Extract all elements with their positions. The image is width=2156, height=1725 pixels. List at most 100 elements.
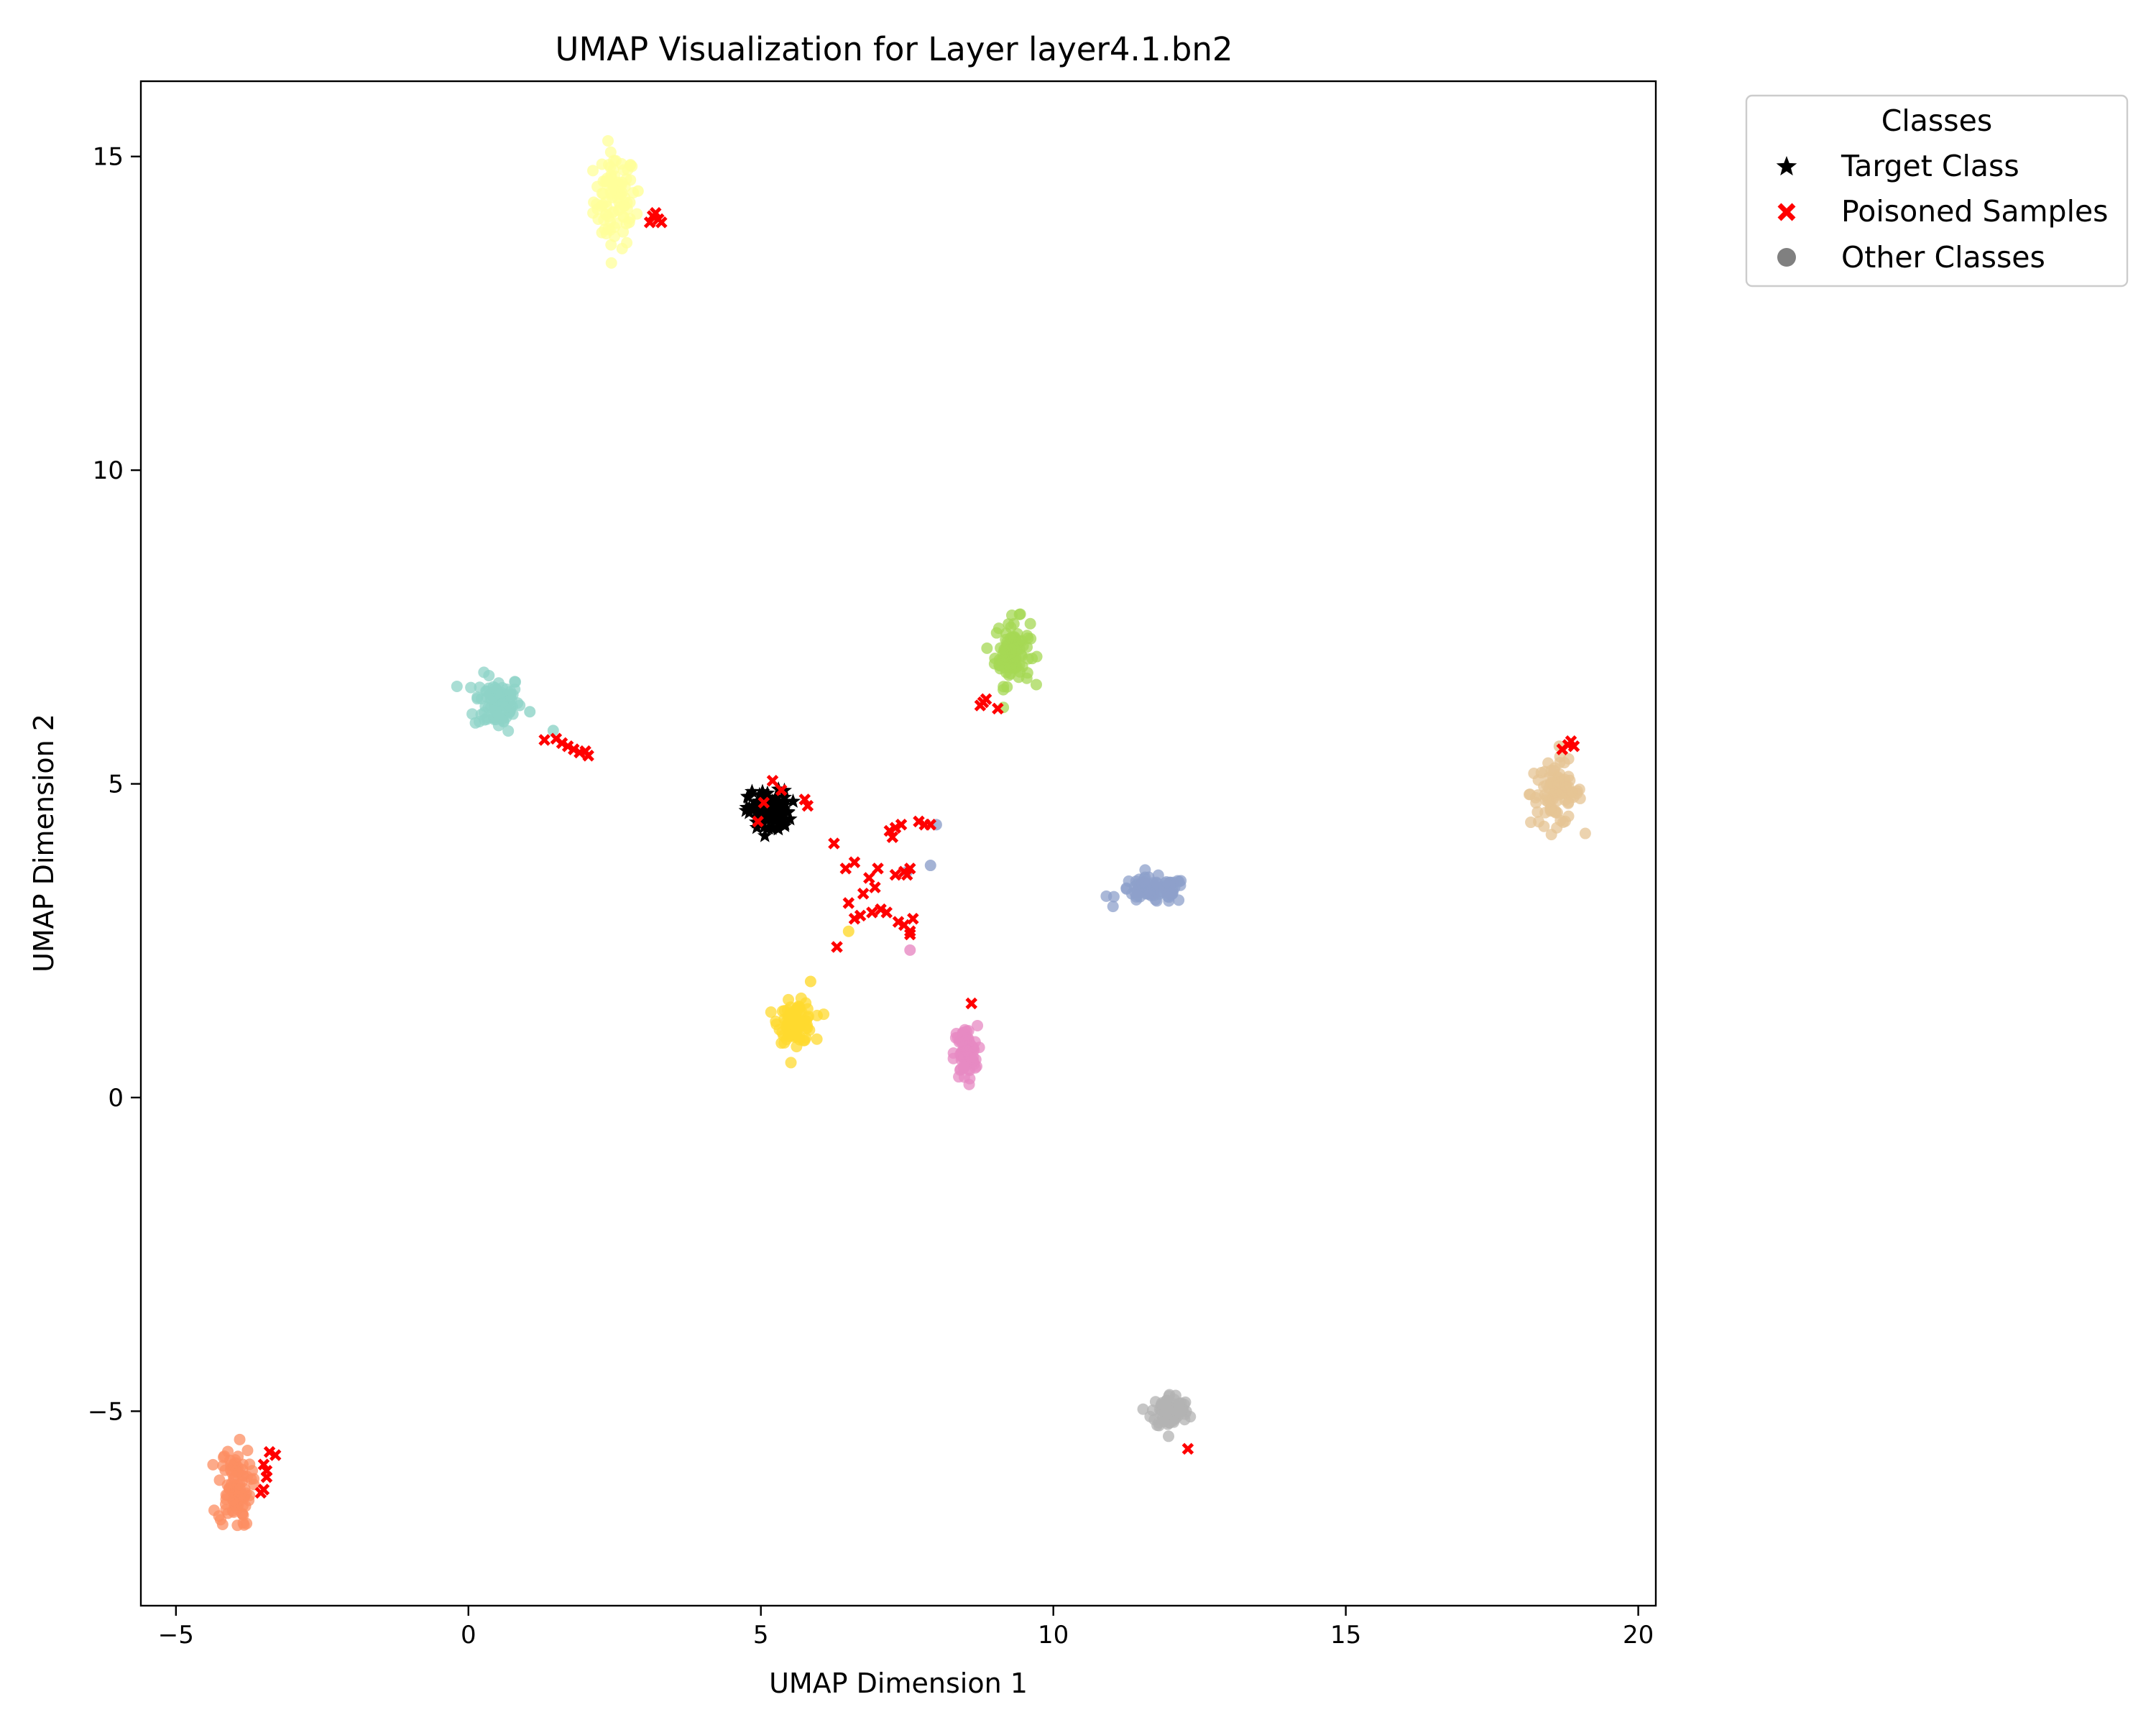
data-point xyxy=(213,1474,226,1486)
target-point xyxy=(767,793,783,808)
data-point xyxy=(241,1517,253,1530)
data-point xyxy=(512,697,524,709)
data-point xyxy=(1003,669,1015,681)
data-point xyxy=(1173,894,1185,906)
x-tick-label: 0 xyxy=(461,1621,476,1650)
target-point xyxy=(756,819,772,834)
data-point xyxy=(226,1478,238,1490)
legend-entry-target: Target Class xyxy=(1776,149,2019,183)
poisoned-point xyxy=(798,794,811,806)
data-point xyxy=(1107,891,1120,903)
data-point xyxy=(1574,792,1586,804)
data-point xyxy=(547,724,559,737)
data-point xyxy=(451,680,463,692)
data-point xyxy=(1144,1410,1156,1422)
poisoned-point xyxy=(1567,740,1580,753)
data-point xyxy=(1163,891,1175,903)
poisoned-point xyxy=(857,888,870,900)
poisoned-point xyxy=(1181,1443,1194,1455)
poisoned-point xyxy=(875,903,887,916)
poisoned-point xyxy=(257,1458,270,1471)
poisoned-point xyxy=(757,796,770,809)
data-point xyxy=(924,860,936,872)
poisoned-point xyxy=(889,822,902,834)
data-point xyxy=(493,688,505,700)
data-point xyxy=(783,993,795,1006)
data-point xyxy=(1173,1397,1185,1409)
poisoned-point xyxy=(775,784,788,796)
target-point xyxy=(768,811,784,827)
data-point xyxy=(1162,1430,1174,1443)
poisoned-point xyxy=(900,868,913,881)
data-point xyxy=(1143,884,1156,896)
data-point xyxy=(607,206,619,218)
x-tick-label: −5 xyxy=(158,1621,194,1650)
poisoned-point xyxy=(880,906,893,919)
data-point xyxy=(502,724,515,737)
poisoned-point xyxy=(260,1471,273,1484)
data-point xyxy=(236,1489,248,1501)
poisoned-point xyxy=(848,912,861,925)
legend-entry-poisoned: Poisoned Samples xyxy=(1777,194,2109,229)
data-point xyxy=(608,155,620,167)
data-point xyxy=(218,1450,231,1462)
x-tick-label: 5 xyxy=(753,1621,769,1650)
poisoned-point xyxy=(889,868,902,881)
y-axis-ticks: −5 0 5 10 15 xyxy=(88,143,141,1426)
target-class-points xyxy=(738,781,801,842)
data-point xyxy=(1160,1398,1172,1410)
data-point xyxy=(785,1057,797,1069)
data-point xyxy=(479,714,491,726)
poisoned-point xyxy=(801,799,814,812)
legend-label-target: Target Class xyxy=(1841,149,2019,183)
poisoned-point xyxy=(263,1445,276,1458)
target-point xyxy=(755,814,770,829)
poisoned-point xyxy=(568,743,580,755)
data-point xyxy=(1158,1415,1170,1427)
data-point xyxy=(605,257,617,269)
data-point xyxy=(972,1019,984,1031)
poisoned-point xyxy=(269,1449,282,1461)
poisoned-point xyxy=(561,740,574,753)
cross-mark xyxy=(1777,203,1796,221)
data-point xyxy=(781,1004,793,1016)
target-point xyxy=(773,806,788,821)
data-point xyxy=(1523,788,1535,801)
target-point xyxy=(780,804,796,819)
target-point xyxy=(756,802,772,816)
data-point xyxy=(224,1464,236,1476)
poisoned-point xyxy=(752,815,764,828)
circle-icon xyxy=(1777,248,1796,267)
data-point xyxy=(623,216,635,229)
x-tick-label: 10 xyxy=(1038,1621,1069,1650)
legend-label-poisoned: Poisoned Samples xyxy=(1841,194,2109,229)
poisoned-point xyxy=(866,906,878,919)
poisoned-point xyxy=(842,897,855,909)
star-icon xyxy=(1776,156,1797,176)
cross-icon xyxy=(1777,203,1796,221)
target-point xyxy=(774,799,789,814)
data-point xyxy=(604,216,617,228)
data-point xyxy=(621,203,633,215)
data-point xyxy=(804,975,816,988)
legend: Classes Target Class Poisoned Samples Ot… xyxy=(1745,94,2129,288)
data-point xyxy=(1531,806,1544,818)
poisoned-point xyxy=(863,872,875,884)
data-point xyxy=(1579,827,1591,840)
y-tick-label: 5 xyxy=(108,770,124,799)
data-point xyxy=(497,697,509,709)
poisoned-point xyxy=(854,909,867,922)
target-point xyxy=(777,789,793,804)
poisoned-point xyxy=(649,207,662,219)
plot-area xyxy=(207,134,1591,1532)
data-point xyxy=(1532,774,1544,786)
plot-frame xyxy=(139,80,1657,1607)
poisoned-point xyxy=(904,925,916,937)
data-point xyxy=(1024,617,1036,630)
data-point xyxy=(616,242,628,254)
poisoned-point xyxy=(904,928,916,941)
target-point xyxy=(751,795,766,810)
poisoned-point xyxy=(831,941,843,953)
poisoned-point xyxy=(895,819,908,831)
target-point xyxy=(769,789,785,804)
